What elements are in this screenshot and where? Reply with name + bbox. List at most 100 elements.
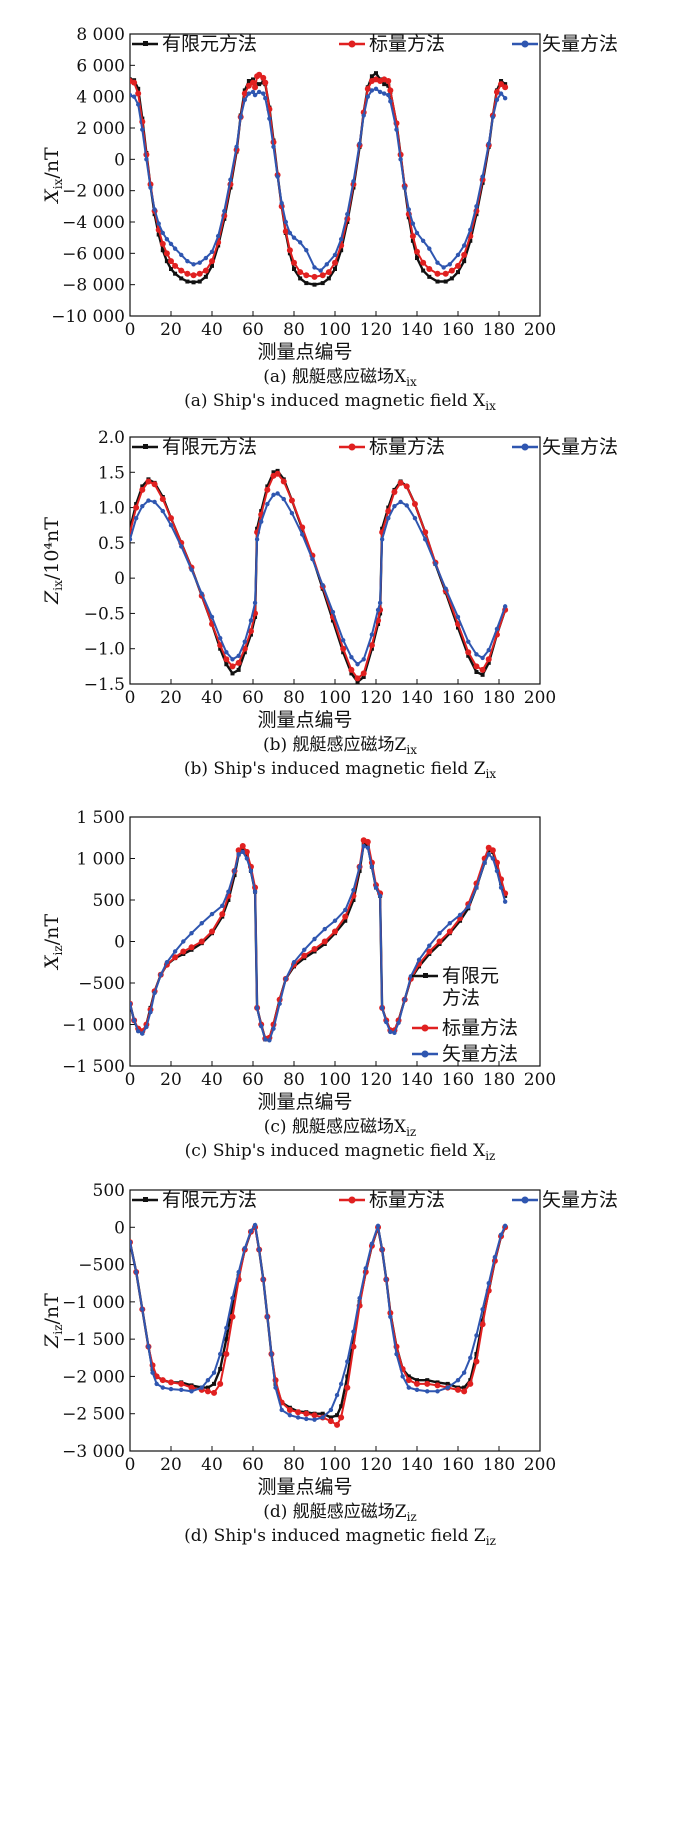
legend-marker-vector: [421, 1050, 429, 1058]
data-point-vector: [242, 97, 247, 103]
data-point-vector: [457, 912, 463, 918]
legend-marker-vector: [521, 40, 529, 48]
data-point-scalar: [364, 838, 371, 845]
data-point-scalar: [286, 247, 293, 254]
data-point-scalar: [217, 1380, 224, 1387]
data-point-scalar: [502, 84, 509, 91]
data-point-vector: [275, 491, 280, 496]
data-point-scalar: [163, 250, 170, 257]
data-point-vector: [351, 887, 356, 893]
x-tick-label: 20: [160, 1070, 182, 1090]
plot-frame: [129, 436, 541, 685]
data-point-vector: [256, 1247, 262, 1252]
data-point-vector: [152, 207, 157, 212]
data-point-vector: [386, 92, 391, 98]
data-point-scalar: [288, 497, 295, 504]
data-point-scalar: [131, 79, 138, 86]
data-point-scalar: [422, 529, 429, 536]
data-point-vector: [312, 1417, 317, 1422]
data-point-vector: [377, 600, 383, 606]
data-point-vector: [160, 230, 165, 236]
x-tick-label: 80: [283, 1455, 305, 1475]
data-point-fem: [257, 82, 262, 87]
data-point-scalar: [403, 483, 410, 490]
series-fem: [130, 468, 508, 684]
y-tick-label: 0: [114, 933, 125, 953]
y-axis-label-main: Z: [41, 1334, 63, 1349]
x-tick-label: 60: [242, 688, 264, 708]
data-point-scalar: [223, 656, 230, 663]
data-point-scalar: [198, 938, 205, 945]
data-point-vector: [416, 957, 422, 962]
legend-label-vector: 矢量方法: [542, 33, 618, 55]
data-point-vector: [357, 864, 362, 869]
data-point-vector: [246, 91, 252, 96]
caption-en: (b) Ship's induced magnetic field Zix: [184, 759, 496, 781]
data-point-scalar: [387, 87, 394, 94]
data-point-vector: [468, 1355, 473, 1360]
data-point-vector: [252, 600, 258, 606]
data-point-vector: [420, 238, 426, 243]
data-point-scalar: [184, 270, 191, 277]
data-point-scalar: [442, 270, 449, 277]
data-point-fem: [185, 279, 190, 284]
data-point-scalar: [223, 1351, 230, 1358]
data-point-scalar: [436, 938, 443, 945]
x-tick-label: 200: [524, 1070, 556, 1090]
y-axis-label: Zix/10⁴nT: [41, 517, 65, 605]
legend-label-fem: 有限元方法: [162, 436, 257, 458]
caption-cn-main: (d) 舰艇感应磁场Z: [263, 1502, 407, 1522]
data-point-scalar: [291, 259, 297, 266]
data-point-vector: [300, 532, 305, 537]
legend-label-fem-line2: 方法: [442, 987, 480, 1009]
data-point-vector: [209, 614, 215, 620]
data-point-scalar: [178, 267, 185, 274]
data-point-scalar: [196, 270, 203, 277]
data-point-vector: [363, 1266, 368, 1271]
data-point-vector: [261, 1277, 266, 1282]
x-axis-label: 测量点编号: [257, 1476, 352, 1498]
data-point-fem: [406, 1374, 411, 1379]
series-vector: [130, 843, 508, 1043]
data-point-vector: [502, 1223, 508, 1228]
x-tick-label: 20: [160, 1455, 182, 1475]
data-point-fem: [212, 1381, 217, 1386]
series-vector: [130, 1222, 508, 1422]
data-point-vector: [254, 1005, 260, 1011]
data-point-vector: [304, 248, 309, 253]
y-tick-label: −2 000: [62, 1367, 125, 1387]
data-point-vector: [144, 157, 149, 162]
data-point-fem: [468, 238, 473, 243]
y-axis-label-unit: /10⁴nT: [41, 517, 63, 580]
data-point-vector: [130, 1001, 133, 1006]
data-point-fem: [304, 281, 309, 286]
data-point-fem: [265, 484, 270, 489]
legend-label-scalar: 标量方法: [442, 1017, 518, 1039]
data-point-vector: [498, 91, 504, 96]
legend-label-fem: 有限元方法: [162, 1189, 257, 1211]
y-tick-label: −500: [78, 1256, 125, 1276]
data-point-scalar: [334, 1421, 341, 1428]
legend-marker-fem: [143, 41, 148, 46]
data-point-vector: [146, 498, 151, 503]
y-axis-label: Xiz/nT: [41, 914, 65, 971]
x-tick-label: 120: [360, 320, 392, 340]
data-point-fem: [435, 279, 440, 284]
data-point-vector: [406, 207, 411, 212]
data-point-scalar: [455, 262, 461, 269]
data-point-fem: [224, 1337, 229, 1342]
data-point-scalar: [211, 1389, 218, 1396]
data-point-vector: [242, 1245, 247, 1251]
legend-marker-vector: [521, 1196, 529, 1204]
data-point-vector: [388, 1314, 393, 1319]
legend-label-scalar: 标量方法: [369, 33, 445, 55]
data-point-vector: [224, 650, 229, 655]
caption-en-main: (a) Ship's induced magnetic field X: [184, 391, 486, 411]
data-point-vector: [394, 127, 399, 132]
data-point-scalar: [282, 228, 289, 235]
data-point-scalar: [354, 675, 361, 682]
legend-marker-fem: [143, 1197, 148, 1202]
data-point-vector: [220, 903, 225, 909]
data-point-scalar: [209, 258, 215, 265]
